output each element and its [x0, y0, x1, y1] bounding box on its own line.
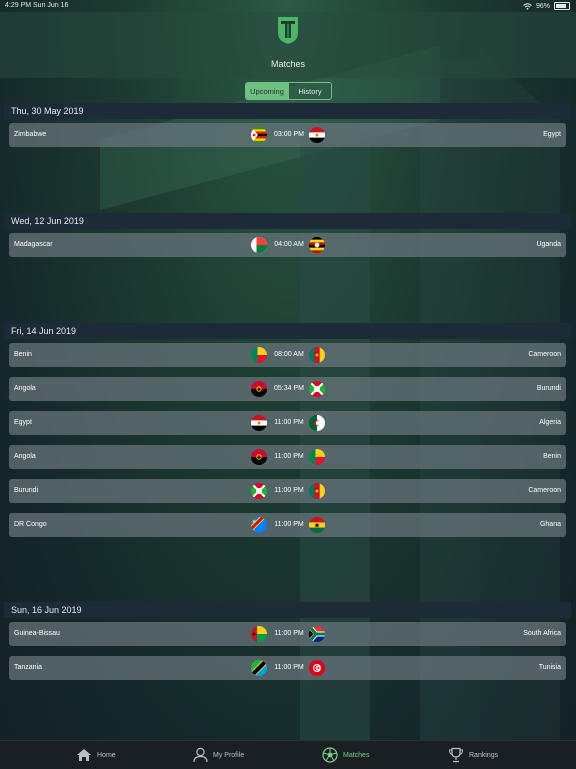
- navigation-bar: Matches: [0, 12, 576, 78]
- status-time: 4:29 PM Sun Jun 16: [5, 2, 69, 9]
- angola-flag-icon: [251, 381, 267, 397]
- soccer-ball-icon: [322, 747, 338, 763]
- match-time: 11:00 PM: [274, 630, 304, 637]
- app-logo-icon: [278, 17, 298, 44]
- home-team: Guinea-Bissau: [14, 630, 60, 637]
- match-row[interactable]: Guinea-Bissau 11:00 PM South Africa: [9, 622, 566, 646]
- date-section: Wed, 12 Jun 2019: [0, 213, 576, 229]
- algeria-flag-icon: [309, 415, 325, 431]
- tab-label: Home: [97, 751, 116, 759]
- away-team: Tunisia: [538, 664, 561, 671]
- uganda-flag-icon: [309, 237, 325, 253]
- dr-congo-flag-icon: [251, 517, 267, 533]
- match-time: 08:00 AM: [274, 351, 304, 358]
- status-bar: 4:29 PM Sun Jun 16 96%: [0, 0, 576, 12]
- section-date-header: Sun, 16 Jun 2019: [4, 602, 571, 618]
- home-team: DR Congo: [14, 521, 47, 528]
- home-team: Benin: [14, 351, 32, 358]
- madagascar-flag-icon: [251, 237, 267, 253]
- tunisia-flag-icon: [309, 660, 325, 676]
- match-time: 11:00 PM: [274, 419, 304, 426]
- home-team: Madagascar: [14, 241, 53, 248]
- match-row[interactable]: Angola 11:00 PM Benin: [9, 445, 566, 469]
- cameroon-flag-icon: [309, 347, 325, 363]
- matches-segmented-control: Upcoming History: [245, 82, 332, 100]
- away-team: Burundi: [536, 385, 561, 392]
- profile-icon: [193, 747, 208, 763]
- tab-home[interactable]: Home: [76, 741, 116, 769]
- match-time: 03:00 PM: [274, 131, 304, 138]
- cameroon-flag-icon: [309, 483, 325, 499]
- battery-percent: 96%: [535, 2, 550, 10]
- match-time: 11:00 PM: [274, 487, 304, 494]
- angola-flag-icon: [251, 449, 267, 465]
- date-section: Fri, 14 Jun 2019: [0, 323, 576, 339]
- tab-label: Matches: [343, 751, 370, 759]
- match-time: 11:00 PM: [274, 664, 304, 671]
- burundi-flag-icon: [309, 381, 325, 397]
- tab-bar: Home My Profile Matches Rankings: [0, 740, 576, 769]
- guinea-bissau-flag-icon: [251, 626, 267, 642]
- home-team: Zimbabwe: [14, 131, 47, 138]
- away-team: South Africa: [523, 630, 561, 637]
- away-team: Algeria: [539, 419, 561, 426]
- home-icon: [77, 749, 91, 761]
- ghana-flag-icon: [309, 517, 325, 533]
- egypt-flag-icon: [251, 415, 267, 431]
- match-time: 11:00 PM: [274, 453, 304, 460]
- tab-rankings[interactable]: Rankings: [448, 741, 498, 769]
- away-team: Cameroon: [528, 351, 561, 358]
- home-team: Burundi: [14, 487, 39, 494]
- match-row[interactable]: Madagascar 04:00 AM Uganda: [9, 233, 566, 257]
- match-time: 11:00 PM: [274, 521, 304, 528]
- match-row[interactable]: Angola 05:34 PM Burundi: [9, 377, 566, 401]
- section-date-header: Wed, 12 Jun 2019: [4, 213, 571, 229]
- match-row[interactable]: Zimbabwe 03:00 PM Egypt: [9, 123, 566, 147]
- tab-label: My Profile: [213, 751, 245, 759]
- battery-icon: [554, 2, 570, 10]
- zimbabwe-flag-icon: [251, 127, 267, 143]
- away-team: Benin: [543, 453, 561, 460]
- south-africa-flag-icon: [309, 626, 325, 642]
- tab-my-profile[interactable]: My Profile: [193, 741, 244, 769]
- egypt-flag-icon: [309, 127, 325, 143]
- home-team: Egypt: [14, 419, 32, 426]
- match-row[interactable]: DR Congo 11:00 PM Ghana: [9, 513, 566, 537]
- home-team: Tanzania: [14, 664, 43, 671]
- section-date-header: Fri, 14 Jun 2019: [4, 323, 571, 339]
- match-row[interactable]: Egypt 11:00 PM Algeria: [9, 411, 566, 435]
- date-section: Sun, 16 Jun 2019: [0, 602, 576, 618]
- tab-matches[interactable]: Matches: [322, 741, 369, 769]
- home-team: Angola: [14, 453, 36, 460]
- home-team: Angola: [14, 385, 36, 392]
- page-title: Matches: [270, 59, 305, 69]
- away-team: Egypt: [543, 131, 561, 138]
- match-row[interactable]: Burundi 11:00 PM Cameroon: [9, 479, 566, 503]
- match-time: 04:00 AM: [274, 241, 304, 248]
- wifi-icon: [523, 2, 532, 10]
- benin-flag-icon: [309, 449, 325, 465]
- match-time: 05:34 PM: [274, 385, 304, 392]
- away-team: Uganda: [536, 241, 561, 248]
- benin-flag-icon: [251, 347, 267, 363]
- match-row[interactable]: Tanzania 11:00 PM Tunisia: [9, 656, 566, 680]
- away-team: Cameroon: [528, 487, 561, 494]
- tanzania-flag-icon: [251, 660, 267, 676]
- tab-label: Rankings: [469, 751, 499, 759]
- date-section: Thu, 30 May 2019: [0, 103, 576, 119]
- trophy-icon: [448, 747, 464, 763]
- segment-upcoming[interactable]: Upcoming: [246, 83, 288, 99]
- section-date-header: Thu, 30 May 2019: [4, 103, 571, 119]
- away-team: Ghana: [539, 521, 561, 528]
- burundi-flag-icon: [251, 483, 267, 499]
- match-row[interactable]: Benin 08:00 AM Cameroon: [9, 343, 566, 367]
- segment-history[interactable]: History: [288, 83, 331, 99]
